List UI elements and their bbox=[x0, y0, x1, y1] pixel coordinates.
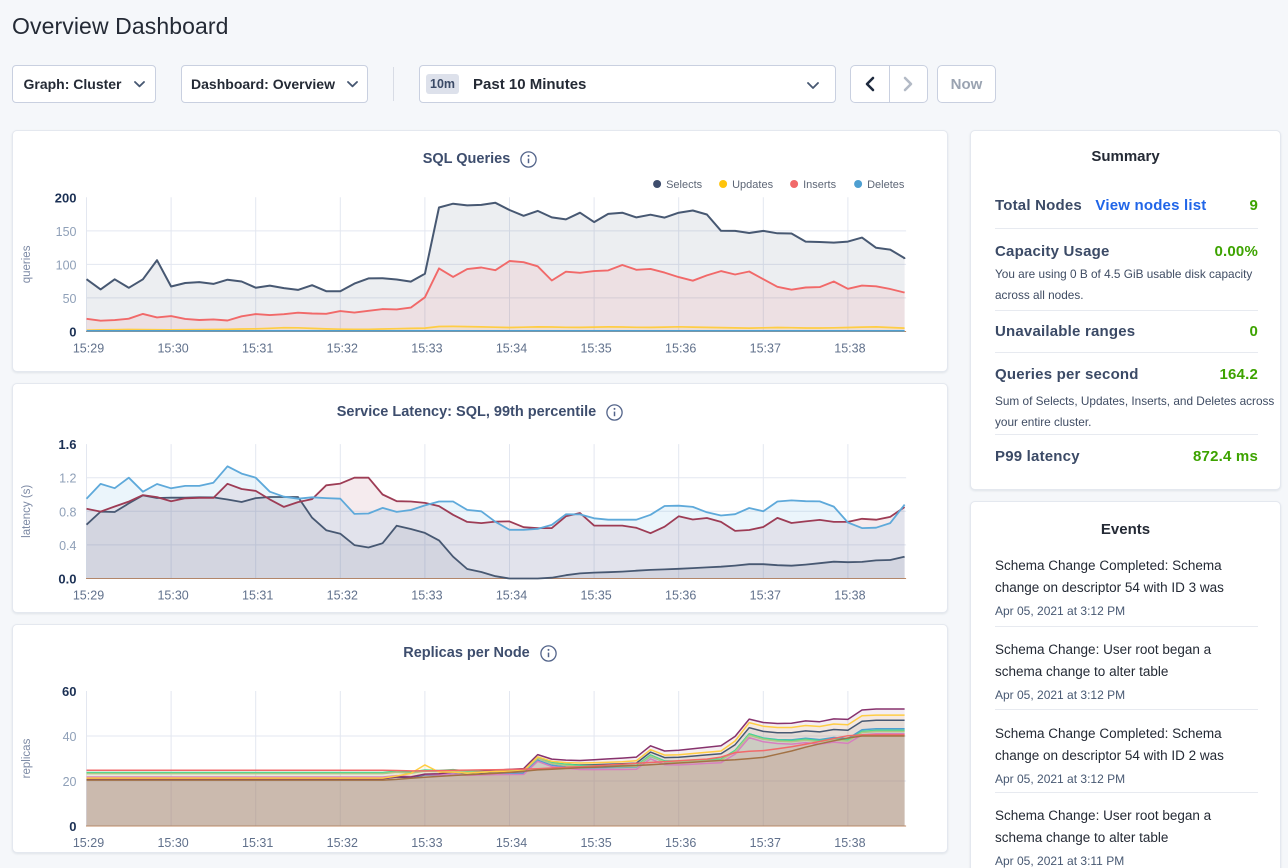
svg-text:Updates: Updates bbox=[732, 179, 773, 191]
svg-text:15:34: 15:34 bbox=[496, 589, 527, 603]
svg-text:15:38: 15:38 bbox=[834, 589, 865, 603]
svg-text:0.4: 0.4 bbox=[59, 539, 76, 553]
svg-text:replicas: replicas bbox=[21, 738, 33, 778]
svg-text:15:37: 15:37 bbox=[750, 342, 781, 356]
svg-text:queries: queries bbox=[21, 245, 33, 283]
svg-text:0.8: 0.8 bbox=[59, 505, 76, 519]
svg-text:15:35: 15:35 bbox=[580, 589, 611, 603]
svg-text:15:33: 15:33 bbox=[411, 342, 442, 356]
svg-text:Selects: Selects bbox=[666, 179, 703, 191]
svg-text:15:32: 15:32 bbox=[327, 342, 358, 356]
svg-text:15:29: 15:29 bbox=[73, 589, 104, 603]
svg-text:15:29: 15:29 bbox=[73, 836, 104, 850]
svg-text:15:32: 15:32 bbox=[327, 836, 358, 850]
svg-text:0: 0 bbox=[69, 819, 76, 834]
svg-text:latency (s): latency (s) bbox=[21, 485, 33, 538]
svg-text:15:30: 15:30 bbox=[157, 342, 188, 356]
svg-text:15:32: 15:32 bbox=[327, 589, 358, 603]
svg-text:15:29: 15:29 bbox=[73, 342, 104, 356]
svg-text:15:31: 15:31 bbox=[242, 342, 273, 356]
svg-text:100: 100 bbox=[56, 258, 77, 272]
svg-text:0: 0 bbox=[69, 325, 76, 340]
svg-text:60: 60 bbox=[62, 684, 76, 699]
svg-text:15:36: 15:36 bbox=[665, 836, 696, 850]
svg-text:15:35: 15:35 bbox=[580, 836, 611, 850]
svg-text:15:38: 15:38 bbox=[834, 836, 865, 850]
svg-text:15:30: 15:30 bbox=[157, 589, 188, 603]
svg-text:15:34: 15:34 bbox=[496, 836, 527, 850]
svg-text:15:36: 15:36 bbox=[665, 342, 696, 356]
svg-text:15:31: 15:31 bbox=[242, 836, 273, 850]
svg-text:15:35: 15:35 bbox=[580, 342, 611, 356]
svg-text:1.2: 1.2 bbox=[59, 472, 76, 486]
svg-text:15:33: 15:33 bbox=[411, 589, 442, 603]
svg-text:150: 150 bbox=[56, 225, 77, 239]
svg-text:200: 200 bbox=[55, 190, 77, 205]
svg-text:40: 40 bbox=[63, 730, 77, 744]
svg-text:15:37: 15:37 bbox=[750, 836, 781, 850]
svg-text:15:36: 15:36 bbox=[665, 589, 696, 603]
svg-text:Deletes: Deletes bbox=[867, 179, 905, 191]
svg-text:50: 50 bbox=[63, 292, 77, 306]
svg-text:15:38: 15:38 bbox=[834, 342, 865, 356]
svg-text:Inserts: Inserts bbox=[803, 179, 837, 191]
svg-text:15:34: 15:34 bbox=[496, 342, 527, 356]
svg-text:15:37: 15:37 bbox=[750, 589, 781, 603]
svg-text:15:30: 15:30 bbox=[157, 836, 188, 850]
svg-text:1.6: 1.6 bbox=[58, 437, 76, 452]
svg-text:15:33: 15:33 bbox=[411, 836, 442, 850]
svg-text:20: 20 bbox=[63, 775, 77, 789]
svg-text:0.0: 0.0 bbox=[58, 572, 76, 587]
svg-text:15:31: 15:31 bbox=[242, 589, 273, 603]
